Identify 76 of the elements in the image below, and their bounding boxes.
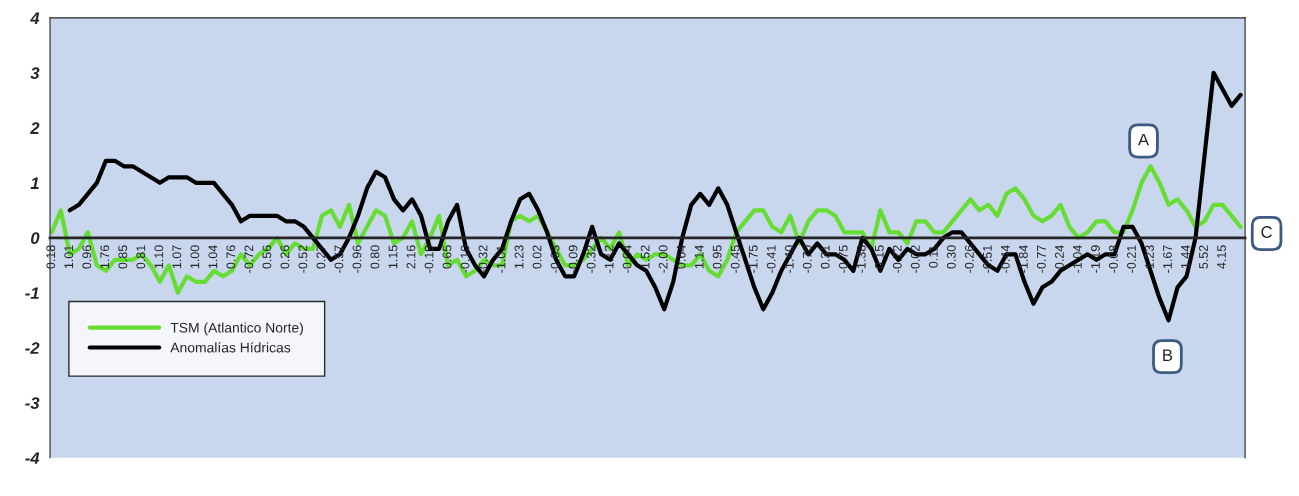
x-tick-label: 1.23 bbox=[514, 245, 524, 269]
x-tick-label: -0.19 bbox=[424, 245, 434, 273]
x-tick-label: -0.15 bbox=[874, 245, 884, 273]
x-tick-label: -0.63 bbox=[550, 245, 560, 273]
x-tick-label: 5.52 bbox=[1199, 245, 1208, 269]
x-tick-label: 0.85 bbox=[118, 245, 128, 269]
x-tick-label: 1.14 bbox=[694, 245, 704, 269]
x-tick-label: 0.18 bbox=[46, 245, 56, 269]
x-tick-label: 1.10 bbox=[154, 245, 164, 269]
x-tick-label: -0.77 bbox=[1036, 245, 1046, 273]
x-tick-label: -1.04 bbox=[1072, 245, 1082, 273]
x-tick-label: 1.07 bbox=[172, 245, 182, 269]
x-tick-label: 0.96 bbox=[82, 245, 92, 269]
x-tick-label: -0.10 bbox=[460, 245, 470, 273]
x-tick-label: 0.02 bbox=[532, 245, 542, 269]
y-tick-label: 4 bbox=[30, 12, 40, 24]
x-tick-label: 0.56 bbox=[262, 245, 272, 269]
x-tick-label: 0.30 bbox=[946, 245, 956, 269]
x-tick-label: -0.57 bbox=[334, 245, 344, 273]
x-tick-label: -0.44 bbox=[1000, 245, 1010, 273]
x-tick-label: -0.41 bbox=[766, 245, 776, 273]
x-tick-label: 1.15 bbox=[388, 245, 398, 269]
x-tick-label: 0.65 bbox=[442, 245, 452, 269]
x-tick-label: 1.23 bbox=[1145, 245, 1154, 269]
y-tick-label: -4 bbox=[25, 452, 40, 464]
y-tick-label: 3 bbox=[30, 67, 40, 80]
text: C bbox=[1261, 226, 1272, 238]
x-tick-label: -1.52 bbox=[640, 245, 650, 273]
x-tick-label: -0.51 bbox=[982, 245, 992, 273]
legend-label: TSM (Atlantico Norte) bbox=[170, 322, 303, 336]
y-tick-label: -3 bbox=[25, 397, 40, 410]
annotation: B bbox=[1163, 349, 1173, 361]
x-tick-label: -1.44 bbox=[1181, 245, 1190, 273]
x-tick-label: 0.11 bbox=[928, 245, 938, 268]
y-tick-label: 0 bbox=[31, 232, 40, 245]
x-tick-label: -0.08 bbox=[1109, 245, 1118, 273]
x-tick-label: -0.72 bbox=[244, 245, 254, 273]
x-tick-label: -0.26 bbox=[964, 245, 974, 273]
x-tick-label: -1.84 bbox=[1018, 245, 1028, 273]
x-tick-label: -2.00 bbox=[658, 245, 668, 273]
x-tick-label: 0.95 bbox=[712, 245, 722, 269]
x-tick-label: -0.32 bbox=[586, 245, 596, 273]
x-tick-label: -0.70 bbox=[802, 245, 812, 273]
legend-label: Anomalías Hídricas bbox=[170, 342, 291, 353]
x-tick-label: 0.27 bbox=[316, 245, 326, 269]
y-tick-label: 2 bbox=[30, 122, 40, 134]
x-tick-label: -1.75 bbox=[748, 245, 758, 273]
x-tick-label: -0.52 bbox=[298, 245, 308, 273]
x-tick-label: -1.19 bbox=[1091, 245, 1100, 273]
x-tick-label: -0.21 bbox=[1127, 245, 1136, 273]
y-tick-label: -1 bbox=[25, 287, 39, 299]
x-tick-label: 0.81 bbox=[136, 245, 146, 269]
x-tick-label: -0.96 bbox=[352, 245, 362, 273]
x-tick-label: 0.26 bbox=[280, 245, 290, 269]
x-tick-label: 0.31 bbox=[820, 245, 830, 269]
x-tick-label: -0.75 bbox=[838, 245, 848, 273]
y-tick-label: 1 bbox=[30, 177, 39, 189]
x-tick-label: -1.40 bbox=[784, 245, 794, 273]
x-tick-label: 0.80 bbox=[370, 245, 380, 269]
x-tick-label: 1.04 bbox=[208, 245, 218, 269]
annotation: A bbox=[1137, 133, 1150, 146]
x-tick-label: 1.01 bbox=[64, 245, 74, 269]
x-tick-label: 1.00 bbox=[190, 245, 200, 269]
x-tick-label: 0.64 bbox=[676, 245, 686, 269]
x-tick-label: -0.04 bbox=[622, 245, 632, 273]
x-tick-label: -0.32 bbox=[478, 245, 488, 273]
x-tick-label: 4.15 bbox=[1217, 245, 1226, 269]
x-tick-label: 1.76 bbox=[100, 245, 110, 269]
x-tick-label: -0.45 bbox=[730, 245, 740, 273]
x-tick-label: -1.67 bbox=[1163, 245, 1172, 273]
x-tick-label: 0.24 bbox=[1054, 245, 1064, 269]
x-tick-label: 0.76 bbox=[226, 245, 236, 269]
x-tick-label: -0.02 bbox=[910, 245, 920, 273]
x-tick-label: 2.16 bbox=[406, 245, 416, 269]
y-tick-label: -2 bbox=[25, 342, 40, 354]
x-tick-label: -0.72 bbox=[892, 245, 902, 273]
